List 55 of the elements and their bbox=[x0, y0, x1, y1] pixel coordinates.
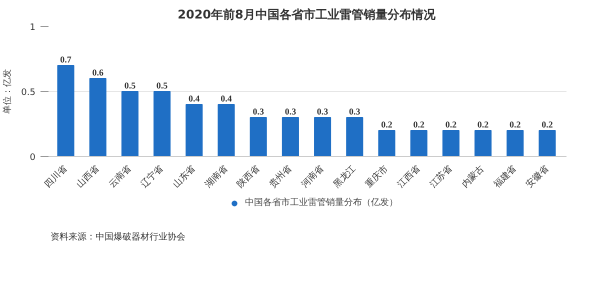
x-tick-label: 黑龙江 bbox=[331, 163, 358, 190]
x-tick-label: 山东省 bbox=[170, 163, 198, 190]
text: 资料来源：中国爆破器材行业协会 bbox=[50, 232, 186, 242]
y-tick-label: 0 bbox=[30, 153, 36, 163]
bar bbox=[186, 104, 203, 156]
bar bbox=[282, 117, 299, 156]
data-label: 0.2 bbox=[381, 120, 393, 130]
bar bbox=[538, 130, 556, 156]
chart-title: 2020年前8月中国各省市工业雷管销量分布情况 bbox=[178, 8, 436, 22]
bar bbox=[121, 91, 138, 156]
data-label: 0.5 bbox=[124, 80, 136, 90]
bar bbox=[378, 130, 396, 156]
data-label: 0.7 bbox=[60, 54, 72, 64]
data-label: 0.5 bbox=[156, 80, 168, 90]
bar bbox=[314, 117, 332, 156]
x-tick-label: 贵州省 bbox=[267, 163, 294, 190]
y-axis-title: 单位：亿发 bbox=[2, 69, 14, 114]
bar bbox=[218, 104, 235, 156]
x-tick-label: 山西省 bbox=[74, 163, 102, 190]
data-label: 0.2 bbox=[510, 120, 522, 130]
x-tick-label: 江西省 bbox=[396, 163, 422, 190]
x-tick-label: 江苏省 bbox=[428, 163, 454, 190]
x-tick-label: 福建省 bbox=[492, 163, 519, 190]
y-tick-label: 0.5 bbox=[21, 88, 36, 98]
x-tick-label: 内蒙古 bbox=[460, 163, 487, 190]
data-label: 0.6 bbox=[92, 68, 104, 78]
x-tick-label: 重庆市 bbox=[363, 163, 390, 190]
bar bbox=[154, 91, 171, 156]
bar bbox=[442, 130, 460, 156]
legend-label: 中国各省市工业雷管销量分布（亿发） bbox=[245, 196, 398, 209]
x-tick-label: 安徽省 bbox=[524, 163, 551, 190]
x-tick-label: 陕西省 bbox=[235, 163, 262, 190]
data-label: 0.4 bbox=[188, 94, 200, 104]
y-tick-label: 1 bbox=[30, 23, 36, 33]
bar bbox=[346, 117, 364, 156]
data-label: 0.4 bbox=[220, 94, 232, 104]
data-label: 0.3 bbox=[252, 106, 264, 116]
x-tick-label: 河南省 bbox=[299, 163, 326, 190]
bar bbox=[89, 78, 106, 156]
x-tick-label: 辽宁省 bbox=[138, 163, 166, 190]
bar bbox=[410, 130, 428, 156]
bar bbox=[57, 65, 74, 156]
data-label: 0.3 bbox=[316, 106, 329, 116]
bar bbox=[506, 130, 524, 156]
data-label: 0.2 bbox=[445, 120, 458, 130]
x-tick-label: 湖南省 bbox=[202, 163, 230, 190]
x-tick-label: 云南省 bbox=[106, 163, 134, 190]
data-label: 0.2 bbox=[542, 120, 554, 130]
data-label: 0.2 bbox=[413, 120, 425, 130]
data-label: 0.3 bbox=[349, 106, 361, 116]
x-tick-label: 四川省 bbox=[42, 163, 70, 190]
data-label: 0.2 bbox=[477, 120, 490, 130]
bar bbox=[250, 117, 267, 156]
data-label: 0.3 bbox=[284, 106, 297, 116]
bar bbox=[474, 130, 492, 156]
